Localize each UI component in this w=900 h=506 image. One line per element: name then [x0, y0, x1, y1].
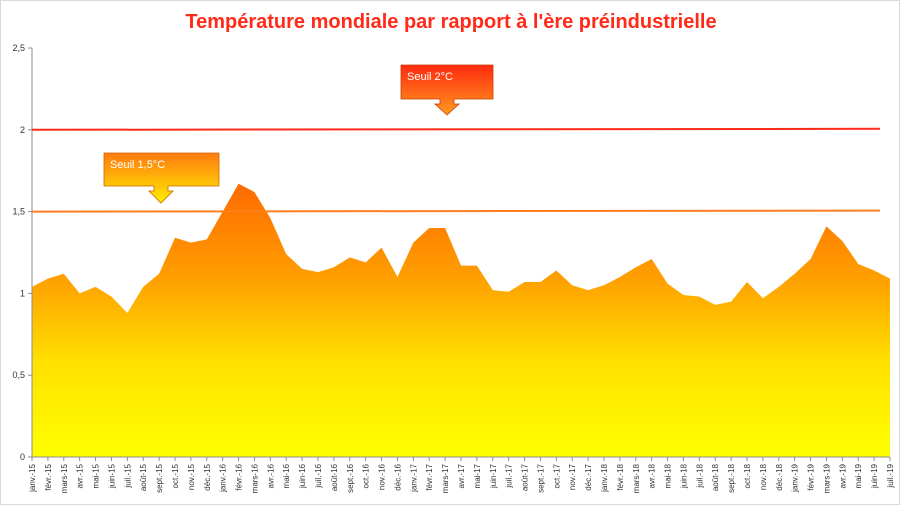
x-tick-label: nov.-18 — [759, 463, 768, 490]
threshold-line-1-5c — [32, 211, 880, 212]
callout-seuil-1-5c: Seuil 1,5°C — [104, 153, 219, 203]
x-tick-label: juin-16 — [298, 463, 307, 489]
x-tick-label: mars-19 — [822, 463, 831, 493]
x-tick-label: déc.-15 — [203, 463, 212, 490]
x-tick-label: avr.-19 — [838, 463, 847, 488]
x-tick-label: déc.-17 — [584, 463, 593, 490]
x-tick-label: août-17 — [521, 463, 530, 491]
x-tick-label: janv.-19 — [791, 463, 800, 492]
x-tick-label: oct.-17 — [552, 463, 561, 488]
x-tick-label: mai-15 — [92, 463, 101, 488]
x-tick-label: juil.-17 — [505, 463, 514, 488]
x-tick-label: avr.-16 — [266, 463, 275, 488]
x-tick-label: déc.-18 — [775, 463, 784, 490]
callout-seuil-2c: Seuil 2°C — [401, 65, 493, 115]
y-tick-label: 1 — [20, 288, 25, 298]
x-tick-label: sept.-18 — [727, 463, 736, 492]
x-tick-label: juin-19 — [870, 463, 879, 489]
threshold-line-2c — [32, 129, 880, 130]
x-tick-label: oct.-18 — [743, 463, 752, 488]
temperature-area — [32, 184, 890, 457]
x-tick-label: nov.-15 — [187, 463, 196, 490]
x-tick-label: juil.-15 — [123, 463, 132, 488]
x-tick-label: mars-17 — [441, 463, 450, 493]
x-tick-label: janv.-15 — [28, 463, 37, 492]
x-tick-label: févr.-17 — [425, 463, 434, 490]
x-tick-label: déc.-16 — [393, 463, 402, 490]
x-tick-label: mai-19 — [854, 463, 863, 488]
x-tick-label: janv.-17 — [409, 463, 418, 492]
x-tick-label: nov.-17 — [568, 463, 577, 490]
y-tick-label: 2,5 — [12, 43, 25, 53]
x-tick-label: avr.-15 — [76, 463, 85, 488]
x-tick-label: oct.-16 — [362, 463, 371, 488]
x-tick-label: avr.-18 — [648, 463, 657, 488]
x-tick-label: juil.-19 — [886, 463, 895, 488]
x-tick-label: juin-17 — [489, 463, 498, 489]
callout-label: Seuil 1,5°C — [110, 159, 165, 171]
x-tick-label: nov.-16 — [378, 463, 387, 490]
callout-label: Seuil 2°C — [407, 71, 453, 83]
y-tick-label: 1,5 — [12, 207, 25, 217]
x-tick-label: mai-18 — [664, 463, 673, 488]
x-tick-label: août-16 — [330, 463, 339, 491]
x-tick-label: sept.-16 — [346, 463, 355, 492]
x-tick-label: mars-16 — [250, 463, 259, 493]
x-tick-label: mai-17 — [473, 463, 482, 488]
x-tick-label: juin-15 — [107, 463, 116, 489]
x-tick-label: févr.-16 — [235, 463, 244, 490]
x-tick-label: févr.-19 — [807, 463, 816, 490]
x-tick-label: juin-18 — [679, 463, 688, 489]
x-tick-label: févr.-18 — [616, 463, 625, 490]
x-tick-label: août-15 — [139, 463, 148, 491]
y-tick-label: 2 — [20, 125, 25, 135]
x-tick-label: août-18 — [711, 463, 720, 491]
x-tick-label: oct.-15 — [171, 463, 180, 488]
y-tick-label: 0 — [20, 452, 25, 462]
x-tick-label: mars-15 — [60, 463, 69, 493]
x-tick-label: févr.-15 — [44, 463, 53, 490]
x-tick-label: mai-16 — [282, 463, 291, 488]
x-tick-label: mars-18 — [632, 463, 641, 493]
x-tick-label: janv.-18 — [600, 463, 609, 492]
x-tick-label: sept.-17 — [536, 463, 545, 492]
x-tick-label: juil.-16 — [314, 463, 323, 488]
x-tick-label: janv.-16 — [219, 463, 228, 492]
x-tick-label: juil.-18 — [695, 463, 704, 488]
x-tick-label: avr.-17 — [457, 463, 466, 488]
x-tick-label: sept.-15 — [155, 463, 164, 492]
y-tick-label: 0,5 — [12, 370, 25, 380]
